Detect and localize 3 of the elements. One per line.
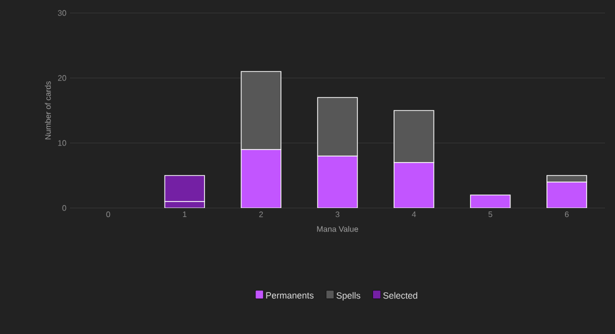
legend-label: Selected (383, 292, 418, 299)
legend-label: Spells (336, 292, 360, 300)
legend-label: Permanents (266, 292, 314, 299)
